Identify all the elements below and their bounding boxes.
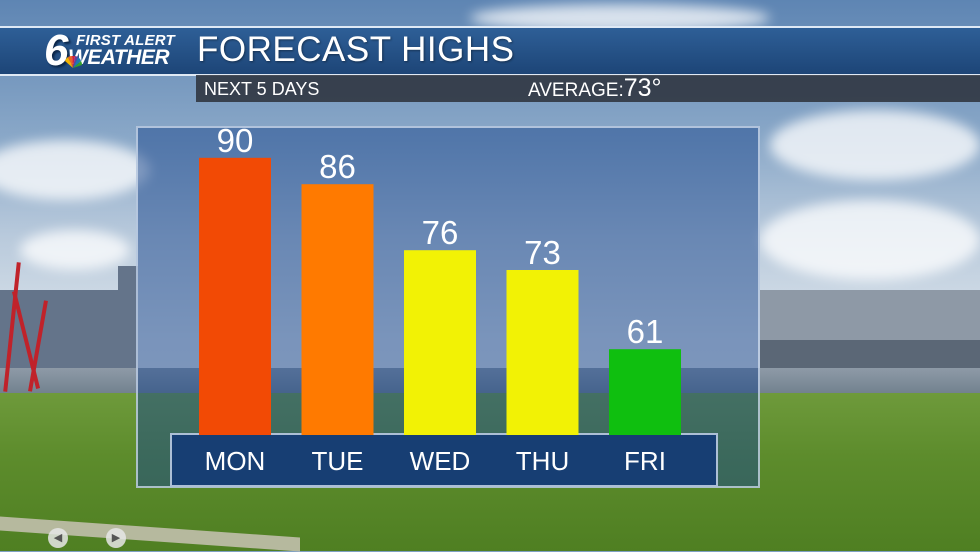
logo-first-alert: FIRST ALERT — [76, 32, 175, 49]
day-label: FRI — [624, 446, 666, 476]
bar-value-label: 76 — [422, 214, 459, 251]
day-label: MON — [205, 446, 266, 476]
bar-tue — [301, 184, 374, 435]
cloud — [770, 110, 980, 180]
average-label: AVERAGE: — [528, 80, 624, 101]
title-banner — [0, 26, 980, 76]
cloud — [0, 140, 150, 200]
bar-value-label: 90 — [217, 122, 254, 159]
peacock-icon — [65, 56, 82, 68]
chevron-left-icon: ◀ — [53, 532, 63, 544]
subtitle: NEXT 5 DAYS — [204, 79, 320, 99]
station-logo: 6 FIRST ALERT WEATHER — [40, 26, 190, 76]
subtitle-bar — [196, 75, 980, 102]
bar-thu — [506, 270, 579, 435]
bar-wed — [404, 250, 476, 435]
logo-weather: WEATHER — [68, 46, 170, 69]
average-readout: AVERAGE:73° — [528, 76, 662, 104]
cloud — [20, 230, 130, 270]
prev-slide-button[interactable]: ◀ — [48, 528, 68, 548]
day-label: THU — [516, 446, 569, 476]
skyline — [118, 266, 138, 370]
channel-number: 6 — [44, 26, 69, 75]
bar-value-label: 61 — [627, 313, 664, 350]
page-title: FORECAST HIGHS — [197, 30, 515, 69]
skyline — [760, 340, 980, 370]
day-label: TUE — [312, 446, 364, 476]
average-value: 73° — [623, 74, 662, 102]
cloud — [760, 200, 980, 280]
day-label: WED — [410, 446, 471, 476]
bar-fri — [609, 349, 681, 435]
bar-value-label: 73 — [524, 234, 561, 271]
bar-mon — [199, 157, 271, 436]
next-slide-button[interactable]: ▶ — [106, 528, 126, 548]
bar-value-label: 86 — [319, 148, 356, 185]
chevron-right-icon: ▶ — [111, 532, 121, 544]
